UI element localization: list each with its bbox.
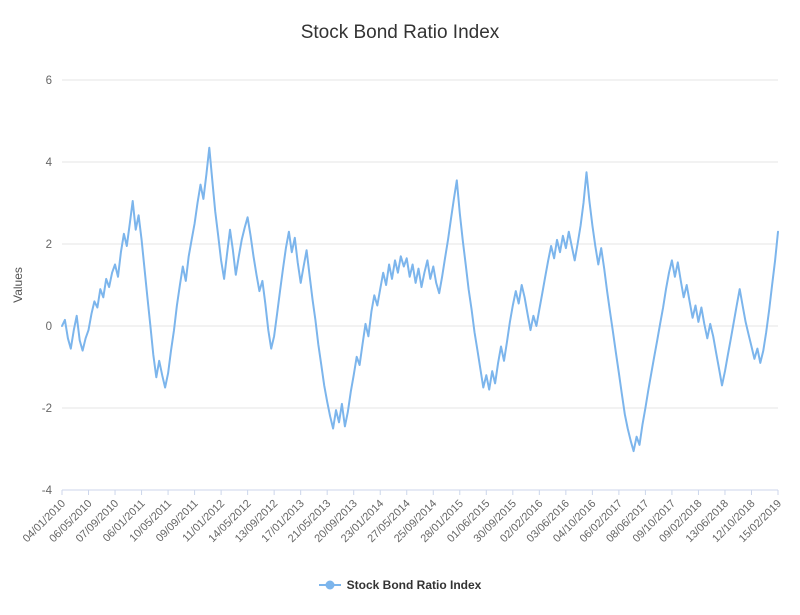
y-tick-label: 2 [46, 239, 52, 251]
values-axis-title: Values [11, 267, 25, 303]
series-line[interactable] [61, 146, 779, 453]
chart-title: Stock Bond Ratio Index [300, 22, 500, 43]
legend-item[interactable]: Stock Bond Ratio Index [0, 578, 800, 592]
y-tick-labels: -4 -2 0 2 4 6 [42, 75, 53, 497]
y-tick-label: 6 [46, 75, 52, 87]
legend-marker-icon [318, 580, 341, 590]
y-tick-label: -4 [42, 485, 53, 497]
x-tick-labels: 04/01/201006/05/201007/09/201006/01/2011… [21, 490, 784, 545]
y-tick-label: 0 [46, 321, 52, 333]
y-tick-label: 4 [46, 157, 53, 169]
legend-label: Stock Bond Ratio Index [346, 578, 482, 592]
y-tick-label: -2 [42, 403, 52, 415]
y-gridlines [62, 79, 778, 491]
